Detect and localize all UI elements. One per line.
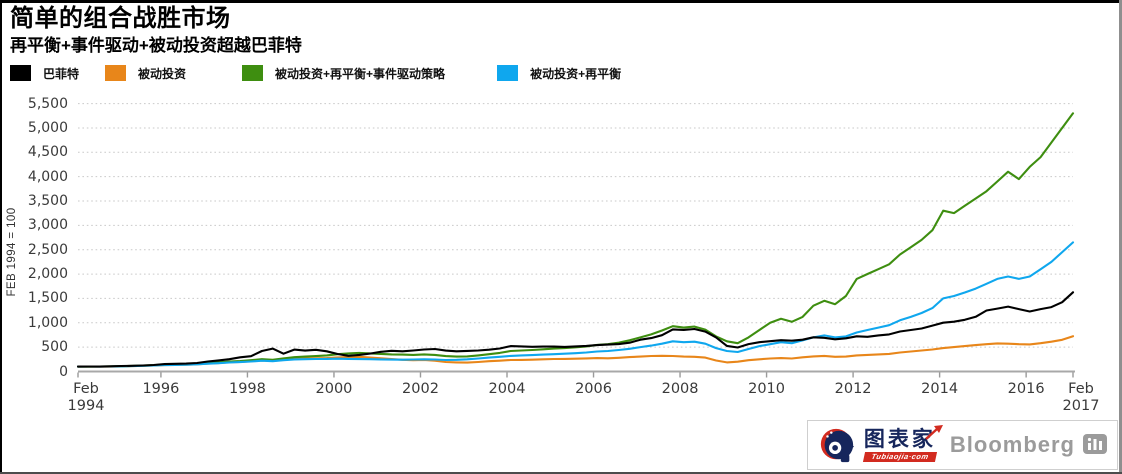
x-tick-label: 2012 xyxy=(834,381,872,397)
legend-item-passive-rebalance-event: 被动投资+再平衡+事件驱动策略 xyxy=(242,65,445,82)
page-border-top xyxy=(0,0,1122,3)
y-tick-label: 5,000 xyxy=(27,119,68,136)
x-tick-label: 2008 xyxy=(661,381,699,397)
x-tick-label: Feb 2017 xyxy=(1062,381,1100,414)
chart-legend: 巴菲特 被动投资 被动投资+再平衡+事件驱动策略 被动投资+再平衡 xyxy=(10,63,621,83)
y-tick-label: 2,000 xyxy=(27,266,68,283)
y-tick-label: 1,000 xyxy=(27,314,68,331)
tubiaojia-head-icon xyxy=(820,428,854,463)
legend-swatch-orange xyxy=(105,65,127,81)
tubiaojia-domain-banner: Tubiaojia·com xyxy=(862,451,937,462)
tubiaojia-logo: 图表家 Tubiaojia·com xyxy=(862,424,943,462)
x-tick-label: 2004 xyxy=(488,381,526,397)
legend-item-passive: 被动投资 xyxy=(105,65,186,82)
page-title: 简单的组合战胜市场 xyxy=(10,5,231,32)
bloomberg-wordmark: Bloomberg xyxy=(949,432,1075,457)
y-tick-label: 4,000 xyxy=(27,168,68,185)
page-border-left xyxy=(0,0,2,474)
x-tick-label: 2006 xyxy=(575,381,612,397)
watermark-box: 图表家 Tubiaojia·com Bloomberg xyxy=(806,420,1118,470)
legend-label: 被动投资 xyxy=(138,66,187,81)
page-border-right xyxy=(1119,0,1122,474)
x-tick-label: 2000 xyxy=(315,381,353,397)
legend-swatch-blue xyxy=(497,65,519,81)
y-tick-label: 0 xyxy=(59,363,68,380)
chart-header: 简单的组合战胜市场 再平衡+事件驱动+被动投资超越巴菲特 xyxy=(10,5,302,57)
y-tick-label: 3,000 xyxy=(27,217,68,234)
legend-label: 被动投资+再平衡 xyxy=(530,66,622,81)
x-tick-label: 1996 xyxy=(142,381,180,397)
y-tick-label: 1,500 xyxy=(27,290,68,307)
legend-swatch-green xyxy=(242,65,264,81)
legend-swatch-black xyxy=(10,65,31,81)
y-tick-label: 500 xyxy=(41,339,68,356)
series-line-3 xyxy=(76,241,1075,368)
series-line-0 xyxy=(76,291,1075,368)
legend-label: 巴菲特 xyxy=(43,66,80,81)
tubiaojia-arrow-icon xyxy=(925,424,943,440)
x-tick-label: 2014 xyxy=(921,381,959,397)
tubiaojia-wordmark: 图表家 xyxy=(863,427,936,451)
y-tick-label: 3,500 xyxy=(27,193,68,210)
x-tick-label: Feb 1994 xyxy=(67,381,105,414)
page-border-bottom xyxy=(0,472,1122,474)
x-tick-label: 2002 xyxy=(402,381,439,397)
y-tick-label: 4,500 xyxy=(27,144,68,161)
y-tick-label: 2,500 xyxy=(27,241,68,258)
x-tick-label: 2010 xyxy=(748,381,786,397)
x-tick-label: 2016 xyxy=(1007,381,1045,397)
legend-item-passive-rebalance: 被动投资+再平衡 xyxy=(497,65,621,82)
legend-label: 被动投资+再平衡+事件驱动策略 xyxy=(275,66,446,81)
legend-item-buffett: 巴菲特 xyxy=(10,65,79,82)
bloomberg-terminal-icon xyxy=(1083,434,1107,454)
page-subtitle: 再平衡+事件驱动+被动投资超越巴菲特 xyxy=(10,36,302,55)
x-tick-label: 1998 xyxy=(228,381,266,397)
y-tick-label: 5,500 xyxy=(27,95,68,112)
